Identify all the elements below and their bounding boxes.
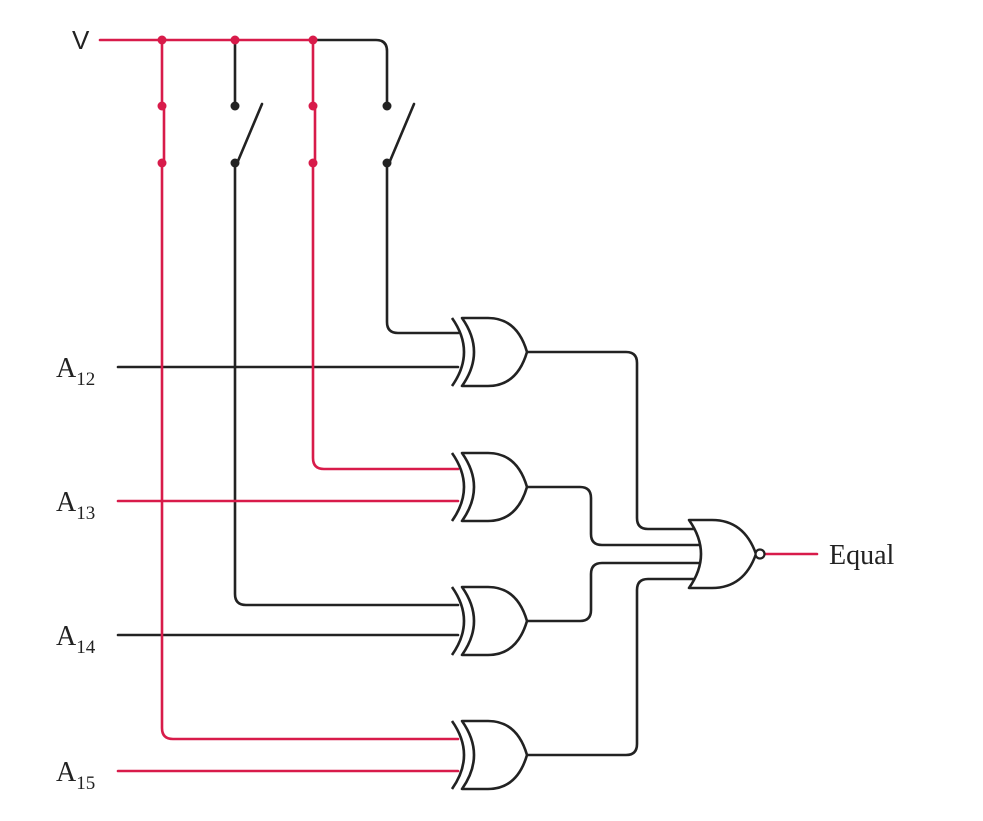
open-switches (236, 102, 416, 163)
xor-2-output-wire (525, 485, 705, 547)
nor-inversion-bubble (754, 548, 766, 560)
switch-2-to-xor-3-wire (233, 161, 460, 607)
switch-4-to-xor-1-wire (385, 161, 460, 335)
xor-4-output-wire (525, 577, 704, 757)
switch-4-terminal-bottom (382, 158, 392, 168)
nor-gate (687, 518, 766, 590)
xor-gate-1 (450, 316, 529, 388)
input-label-a14: A14 (56, 621, 96, 658)
xor-1-output-wire (525, 350, 704, 531)
xor-gate-3 (450, 585, 529, 657)
switch-4-terminal-top (382, 101, 392, 111)
supply-bus-segment-4 (311, 38, 389, 108)
bus-junction-dot-3 (308, 35, 318, 45)
switch-3-terminal-bottom (308, 158, 318, 168)
xor-gate-2 (450, 451, 529, 523)
bus-junction-dot-2 (230, 35, 240, 45)
output-label: Equal (829, 540, 895, 571)
junction-dots (157, 35, 392, 168)
supply-label: V (72, 25, 90, 55)
input-label-a15: A15 (56, 757, 95, 794)
switch-1-terminal-top (157, 101, 167, 111)
xor-3-output-wire (525, 561, 705, 623)
switch-3-terminal-top (308, 101, 318, 111)
input-label-a12: A12 (56, 353, 95, 390)
input-label-a13: A13 (56, 487, 95, 524)
xor-gate-4 (450, 719, 529, 791)
switch-4-blade (388, 102, 416, 163)
inactive-wires (116, 38, 705, 757)
bus-junction-dot-1 (157, 35, 167, 45)
switch-1-to-xor-4-wire (160, 161, 460, 741)
switch-2-blade (236, 102, 264, 163)
switch-2-terminal-bottom (230, 158, 240, 168)
active-wires (98, 38, 819, 773)
switch-1-terminal-bottom (157, 158, 167, 168)
switch-3-to-xor-2-wire (311, 161, 460, 471)
switch-2-terminal-top (230, 101, 240, 111)
